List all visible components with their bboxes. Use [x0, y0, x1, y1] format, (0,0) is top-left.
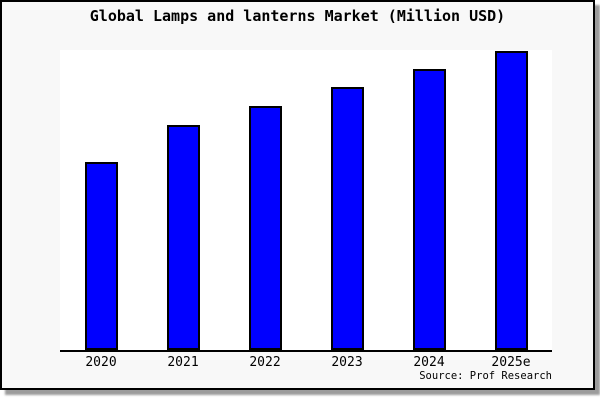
x-tick-label-2025e: 2025e — [491, 355, 531, 370]
x-axis-line — [60, 350, 552, 352]
chart-card: Global Lamps and lanterns Market (Millio… — [0, 0, 595, 390]
x-tick-label-2023: 2023 — [331, 355, 363, 370]
bar-2024 — [412, 68, 446, 350]
source-note: Source: Prof Research — [419, 370, 552, 382]
x-tick-label-2024: 2024 — [413, 355, 445, 370]
chart-title: Global Lamps and lanterns Market (Millio… — [89, 7, 506, 25]
bar-2020 — [84, 161, 118, 350]
bar-2023 — [330, 86, 364, 350]
x-tick-label-2022: 2022 — [249, 355, 281, 370]
x-tick-label-2021: 2021 — [167, 355, 199, 370]
plot-area — [60, 50, 552, 350]
bar-2025e — [494, 50, 528, 350]
x-tick-label-2020: 2020 — [85, 355, 117, 370]
bar-2021 — [166, 125, 200, 350]
bar-2022 — [248, 106, 282, 350]
x-axis-tick-labels: 2020 2021 2022 2023 2024 2025e — [60, 355, 552, 371]
